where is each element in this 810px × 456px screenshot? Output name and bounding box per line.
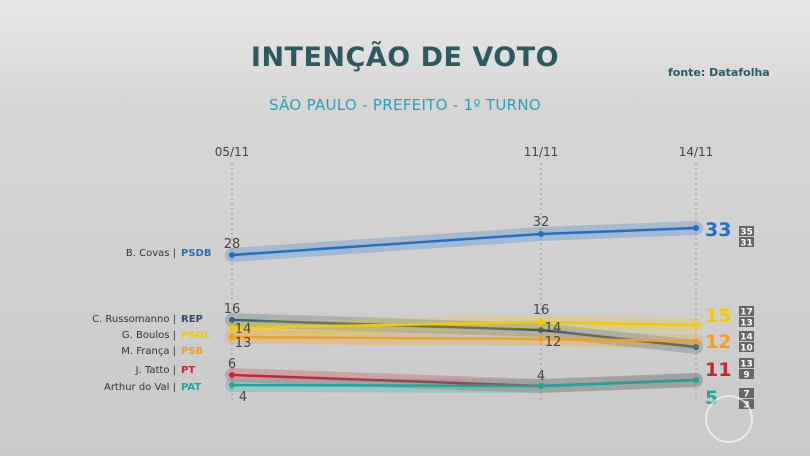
series-point xyxy=(229,325,235,331)
margin-box xyxy=(739,306,754,316)
series-point xyxy=(229,317,235,323)
date-tick-label: 11/11 xyxy=(524,145,559,159)
page-title: INTENÇÃO DE VOTO xyxy=(250,42,560,73)
margin-value: 13 xyxy=(740,319,753,329)
margin-box xyxy=(739,342,754,352)
candidate-name: B. Covas | xyxy=(126,248,176,259)
margin-box xyxy=(739,369,754,379)
watermark-logo xyxy=(705,395,753,443)
margin-value: 7 xyxy=(743,390,749,400)
point-label: 12 xyxy=(545,335,562,350)
margin-box xyxy=(739,237,754,247)
margin-value: 9 xyxy=(743,371,749,381)
series-point xyxy=(538,383,544,389)
margin-value: 17 xyxy=(740,308,753,318)
point-label: 6 xyxy=(228,357,236,372)
point-label: 28 xyxy=(224,237,241,252)
last-value-label: 15 xyxy=(705,305,731,327)
series-point xyxy=(693,322,699,328)
party-label: PT xyxy=(181,365,195,376)
series-point xyxy=(229,252,235,258)
series-point xyxy=(693,344,699,350)
last-value-label: 11 xyxy=(705,359,731,381)
candidate-name: G. Boulos | xyxy=(122,330,176,341)
chart-area xyxy=(0,88,810,456)
point-label: 14 xyxy=(235,322,252,337)
series-point xyxy=(693,338,699,344)
series-point xyxy=(693,377,699,383)
party-label: PAT xyxy=(181,382,201,393)
series-point xyxy=(538,231,544,237)
chart-subtitle: SÃO PAULO - PREFEITO - 1º TURNO xyxy=(269,96,541,114)
margin-box xyxy=(739,388,754,398)
candidate-name: M. França | xyxy=(121,346,176,357)
point-label: 16 xyxy=(533,303,550,318)
series-point xyxy=(693,225,699,231)
point-label: 13 xyxy=(235,336,252,351)
margin-box xyxy=(739,358,754,368)
margin-box xyxy=(739,331,754,341)
margin-value: 13 xyxy=(740,360,753,370)
candidate-name: J. Tatto | xyxy=(135,365,176,376)
date-tick-label: 14/11 xyxy=(679,145,714,159)
date-tick-label: 05/11 xyxy=(215,145,250,159)
series-point xyxy=(538,319,544,325)
series-point xyxy=(538,327,544,333)
party-label: PSB xyxy=(181,346,203,357)
margin-value: 35 xyxy=(740,228,753,238)
margin-box xyxy=(739,317,754,327)
party-label: PSDB xyxy=(181,248,211,259)
last-value-label: 12 xyxy=(705,331,731,353)
series-point xyxy=(229,372,235,378)
point-label: 16 xyxy=(224,302,241,317)
margin-value: 10 xyxy=(740,344,753,354)
candidate-name: Arthur do Val | xyxy=(104,382,176,393)
margin-value: 31 xyxy=(740,239,753,249)
point-label: 32 xyxy=(533,215,550,230)
margin-value: 14 xyxy=(740,333,753,343)
series-point xyxy=(538,336,544,342)
point-label: 4 xyxy=(239,390,247,405)
last-value-label: 33 xyxy=(705,219,731,241)
party-label: PSOL xyxy=(181,330,211,341)
header-band: INTENÇÃO DE VOTO fonte: Datafolha xyxy=(0,0,810,90)
series-point xyxy=(229,382,235,388)
margin-box xyxy=(739,226,754,236)
point-label: 14 xyxy=(545,321,562,336)
candidate-name: C. Russomanno | xyxy=(92,314,176,325)
source-label: fonte: Datafolha xyxy=(668,66,770,79)
party-label: REP xyxy=(181,314,203,325)
point-label: 4 xyxy=(537,369,545,384)
series-point xyxy=(229,334,235,340)
